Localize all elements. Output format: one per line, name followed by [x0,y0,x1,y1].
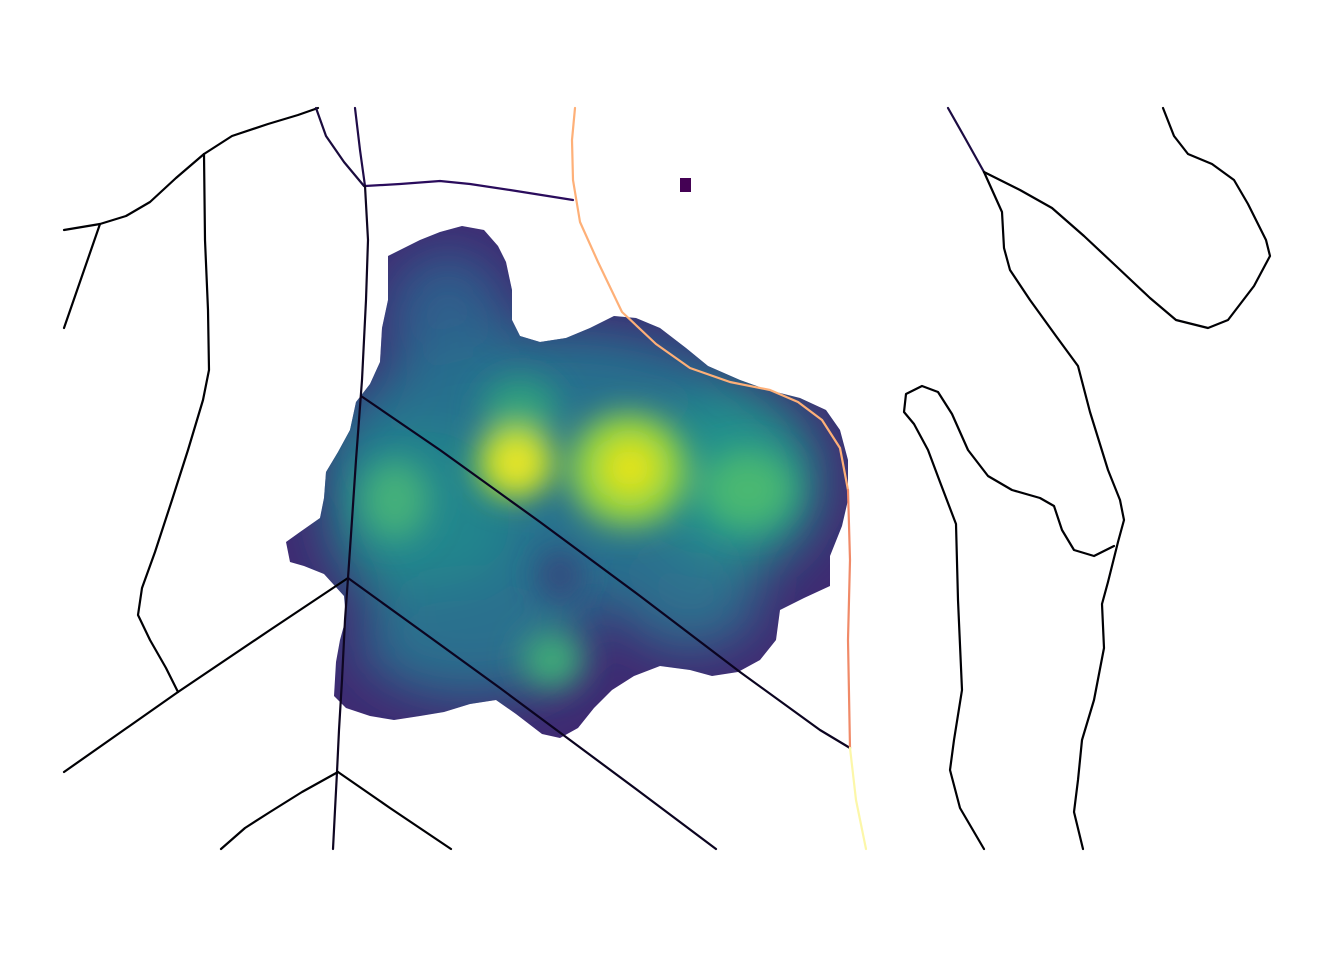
edge-northeast-loop [982,106,1272,330]
edge-east-hook [902,384,1116,851]
edge-east-river-end [848,746,868,851]
hotspot-upper [482,378,558,442]
edge-north-curve [314,106,366,188]
edge-north-connector [363,179,575,202]
edge-east-river-upper [570,106,850,492]
heatmap-hotspots [361,378,794,688]
heatmap-peaks [495,438,660,498]
hotspot-west-mid [361,460,429,540]
edge-southwest-diagonal [62,576,350,774]
edge-northeast-start [946,106,986,174]
network-edges [62,106,1272,851]
edge-north-top [353,106,367,188]
hotspot-south [522,632,582,688]
edge-east-trunk [982,170,1126,851]
isolated-density-cell [680,178,691,192]
edge-central-diagonal [359,394,852,750]
edge-west-trunk [136,152,211,694]
edge-east-river-lower [846,488,852,750]
edge-south-right-branch [336,770,453,851]
edge-south-left-branch [219,770,340,851]
edge-west-spur [62,222,102,330]
hotspot-dark-trough [538,549,582,601]
hotspot-east [702,450,794,530]
peak-center [600,438,660,498]
density-heatmap [286,226,848,738]
density-zone-southeast [620,550,760,650]
edge-south-diagonal [346,576,718,851]
peak-left [495,441,539,485]
edge-west-branch [62,106,320,232]
